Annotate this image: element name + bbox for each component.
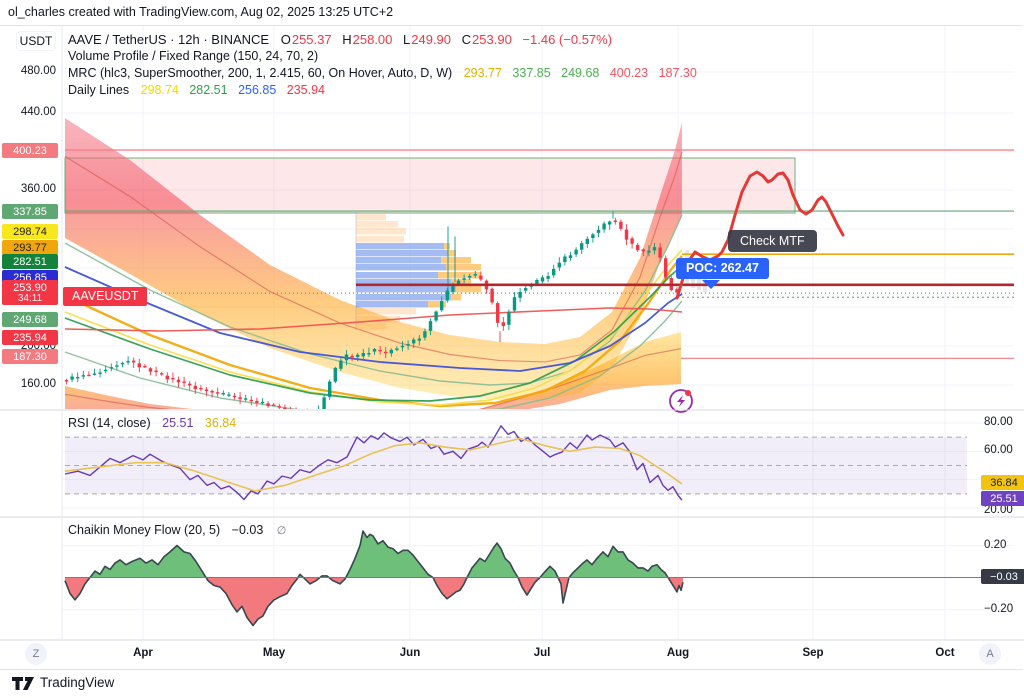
mrc-value: 187.30	[658, 66, 697, 80]
daily-lines-title: Daily Lines	[68, 83, 130, 97]
credit-line: ol_charles created with TradingView.com,…	[8, 5, 394, 19]
rsi-legend[interactable]: RSI (14, close) 25.51 36.84	[68, 416, 244, 430]
volume-profile-title: Volume Profile / Fixed Range (150, 24, 7…	[68, 49, 319, 63]
time-tick-aug: Aug	[666, 647, 690, 659]
hide-indicator-icon[interactable]: ∅	[276, 525, 287, 537]
price-badge: 187.30	[2, 349, 58, 364]
time-tick-apr: Apr	[133, 647, 153, 659]
ohlc-open-value: 255.37	[291, 32, 332, 47]
cmf-title: Chaikin Money Flow (20, 5)	[68, 523, 221, 537]
price-tick: 160.00	[20, 378, 56, 390]
tradingview-brand[interactable]: TradingView	[40, 675, 115, 690]
price-badge: 253.90 34:11	[2, 280, 58, 305]
price-badge: 298.74	[2, 224, 58, 239]
legend-mrc[interactable]: MRC (hlc3, SuperSmoother, 200, 1, 2.415,…	[68, 66, 704, 80]
rsi-tick: 20.00	[984, 504, 1013, 516]
time-tick-may: May	[262, 647, 286, 659]
ohlc-low-label: L	[403, 32, 411, 47]
time-tick-jun: Jun	[399, 647, 421, 659]
daily-value: 298.74	[140, 83, 179, 97]
price-badge: 400.23	[2, 143, 58, 158]
legend-volume-profile[interactable]: Volume Profile / Fixed Range (150, 24, 7…	[68, 49, 321, 63]
rsi-tick: 60.00	[984, 444, 1013, 456]
price-badge: 249.68	[2, 312, 58, 327]
poc-pointer	[702, 280, 720, 289]
symbol-price-tag: AAVEUSDT	[63, 287, 148, 306]
ohlc-high-value: 258.00	[352, 32, 393, 47]
cmf-badge: −0.03	[981, 569, 1024, 584]
symbol-title: AAVE / TetherUS · 12h · BINANCE	[68, 32, 270, 47]
ohlc-open-label: O	[280, 32, 291, 47]
price-badge: 235.94	[2, 330, 58, 345]
time-tick-oct: Oct	[935, 647, 955, 659]
cmf-value: −0.03	[231, 523, 264, 537]
check-mtf-tooltip: Check MTF	[728, 230, 817, 252]
legend-daily-lines[interactable]: Daily Lines 298.74 282.51 256.85 235.94	[68, 83, 332, 97]
ohlc-low-value: 249.90	[411, 32, 452, 47]
rsi-value: 25.51	[162, 416, 194, 430]
zoom-out-button[interactable]: Z	[25, 643, 47, 665]
mrc-value: 337.85	[512, 66, 551, 80]
daily-value: 235.94	[286, 83, 326, 97]
mrc-value: 293.77	[463, 66, 502, 80]
price-badge: 293.77	[2, 240, 58, 255]
price-badge: 282.51	[2, 254, 58, 269]
change-value: −1.46 (−0.57%)	[522, 32, 613, 47]
maximize-button[interactable]: A	[979, 643, 1001, 665]
rsi-badge: 36.84	[981, 475, 1024, 490]
rsi-title: RSI (14, close)	[68, 416, 151, 430]
price-tick: 480.00	[20, 65, 56, 77]
cmf-tick: 0.20	[984, 539, 1007, 551]
ohlc-high-label: H	[342, 32, 352, 47]
daily-value: 256.85	[238, 83, 277, 97]
cmf-tick: −0.20	[984, 603, 1014, 615]
mrc-value: 249.68	[561, 66, 600, 80]
daily-value: 282.51	[189, 83, 228, 97]
currency-toggle[interactable]: USDT	[16, 31, 56, 51]
rsi-badge: 25.51	[981, 491, 1024, 506]
price-tick: 440.00	[20, 106, 56, 118]
legend-symbol-row[interactable]: AAVE / TetherUS · 12h · BINANCE O255.37 …	[68, 32, 615, 47]
time-tick-sep: Sep	[802, 647, 824, 659]
time-tick-jul: Jul	[533, 647, 551, 659]
rsi-tick: 80.00	[984, 416, 1013, 428]
price-tick: 360.00	[20, 183, 56, 195]
mrc-title: MRC (hlc3, SuperSmoother, 200, 1, 2.415,…	[68, 66, 453, 80]
poc-label: POC: 262.47	[676, 258, 769, 279]
ohlc-close-value: 253.90	[472, 32, 512, 47]
mrc-value: 400.23	[609, 66, 649, 80]
chart-frame	[0, 25, 1023, 670]
price-badge: 337.85	[2, 204, 58, 219]
ohlc-close-label: C	[461, 32, 472, 47]
tradingview-logo-icon[interactable]	[12, 674, 38, 694]
countdown-timer: 34:11	[17, 292, 43, 304]
cmf-legend[interactable]: Chaikin Money Flow (20, 5) −0.03 ∅	[68, 523, 294, 537]
rsi-ma-value: 36.84	[204, 416, 237, 430]
